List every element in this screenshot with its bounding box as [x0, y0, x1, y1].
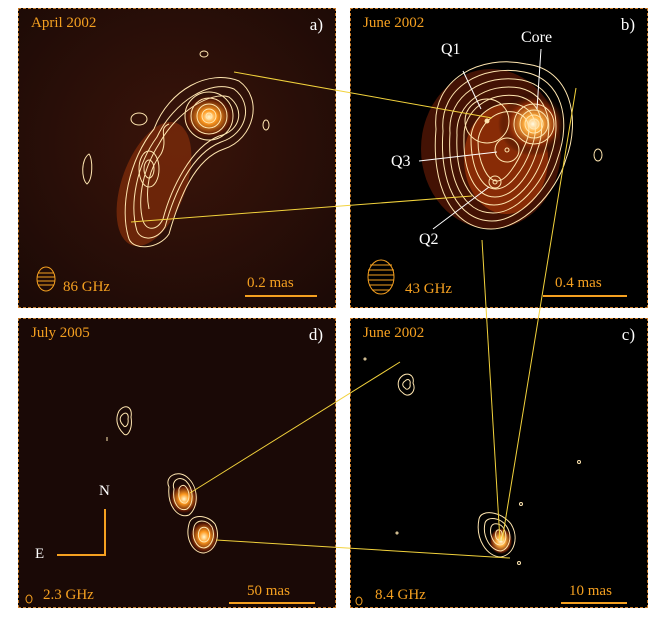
- compass-arrows-icon: [57, 509, 106, 556]
- panel-d-date: July 2005: [31, 325, 90, 341]
- panel-c-scale-label: 10 mas: [569, 583, 612, 599]
- compass-north-label: N: [99, 483, 110, 499]
- panel-d-scale-bar: [229, 602, 315, 604]
- panel-b: June 2002 b) Q1 Core Q3 Q2 43 GHz 0.4 ma…: [350, 8, 648, 308]
- panel-a-scale-bar: [245, 295, 317, 297]
- panel-c-scale-bar: [561, 602, 627, 604]
- component-q3-label: Q3: [391, 153, 411, 170]
- panel-a-contours: [82, 50, 270, 248]
- panel-a-image: [19, 9, 335, 307]
- panel-d-frequency: 2.3 GHz: [43, 587, 94, 603]
- beam-icon: [367, 259, 395, 295]
- panel-b-scale-bar: [543, 295, 627, 297]
- panel-d-label: d): [308, 325, 323, 344]
- panel-a-frequency: 86 GHz: [63, 279, 111, 295]
- panel-a-label: a): [309, 15, 323, 34]
- panel-b-scale-label: 0.4 mas: [555, 275, 602, 291]
- panel-d-image: [19, 319, 335, 607]
- panel-a-date: April 2002: [31, 15, 97, 31]
- panel-b-frequency: 43 GHz: [405, 281, 453, 297]
- panel-a-scale-label: 0.2 mas: [247, 275, 294, 291]
- beam-icon: [355, 596, 363, 606]
- panel-d: July 2005 d) N E 2.3 GHz 50 mas: [18, 318, 336, 608]
- panel-d-contours: [106, 406, 218, 554]
- panel-b-label: b): [620, 15, 635, 34]
- panel-c-image: [351, 319, 647, 607]
- beam-icon: [36, 266, 56, 292]
- panel-c-date: June 2002: [363, 325, 425, 341]
- component-q1-label: Q1: [441, 41, 461, 58]
- panel-a: April 2002 a) 86 GHz 0.2 mas: [18, 8, 336, 308]
- panel-c: June 2002 c) 8.4 GHz 10 mas: [350, 318, 648, 608]
- component-q2-label: Q2: [419, 231, 439, 248]
- component-core-label: Core: [521, 29, 553, 46]
- panel-b-date: June 2002: [363, 15, 425, 31]
- panel-d-scale-label: 50 mas: [247, 583, 290, 599]
- compass-east-label: E: [35, 546, 45, 562]
- panel-c-frequency: 8.4 GHz: [375, 587, 426, 603]
- panel-c-label: c): [621, 325, 635, 344]
- beam-icon: [25, 594, 33, 604]
